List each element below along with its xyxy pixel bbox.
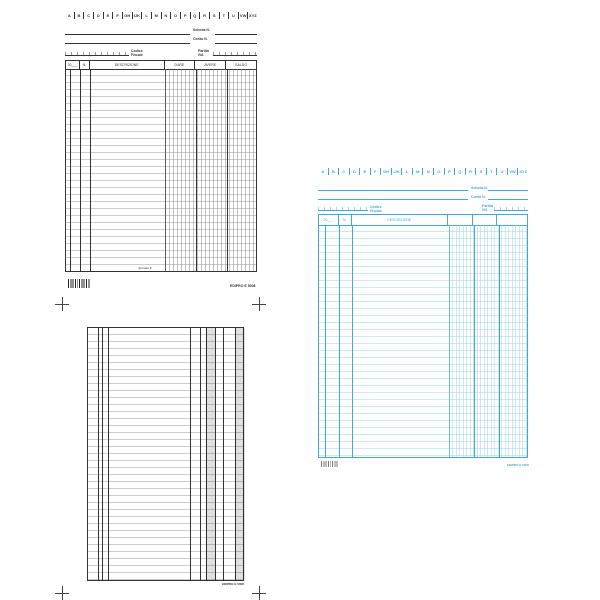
conto-field xyxy=(215,43,257,44)
partita-iva-label: Partita IVA xyxy=(198,49,209,57)
tab-u: U xyxy=(497,168,508,175)
footer-note: riportare € xyxy=(138,266,152,270)
codice-fiscale-boxes xyxy=(65,50,129,56)
col-number-blue: N. xyxy=(339,215,352,225)
tab-l: L xyxy=(142,12,152,19)
partita-iva-boxes xyxy=(213,50,257,56)
tab-n: N xyxy=(423,168,435,175)
tab-c: C xyxy=(84,12,94,19)
ledger-table-blue: 20___ N. DESCRIZIONE xyxy=(318,214,528,458)
scheda-line xyxy=(65,34,190,35)
tab-b: B xyxy=(329,168,340,175)
codice-fiscale-label-blue: Codice Fiscale xyxy=(370,205,382,213)
ledger-form-back xyxy=(87,327,245,581)
tab-vw: VW xyxy=(508,168,519,175)
tab-m: M xyxy=(413,168,424,175)
tab-vw: VW xyxy=(239,12,249,19)
tab-a: A xyxy=(318,168,329,175)
tab-b: B xyxy=(75,12,85,19)
tab-l: L xyxy=(402,168,413,175)
conto-label-blue: Conto N. xyxy=(471,195,486,199)
table-rows xyxy=(66,69,256,271)
tab-r: R xyxy=(200,12,210,19)
tab-ijk: IJK xyxy=(133,12,143,19)
barcode xyxy=(68,279,90,288)
scheda-label: Scheda N. xyxy=(193,28,210,32)
tab-e: E xyxy=(360,168,371,175)
crop-mark xyxy=(55,586,69,600)
crop-mark xyxy=(252,586,266,600)
scheda-label-blue: Scheda N. xyxy=(471,186,488,190)
partita-iva-label-blue: Partita IVA xyxy=(482,204,493,212)
tab-xyz: XYZ xyxy=(248,13,257,18)
brand-label-blue: EDIPRO E 5008 xyxy=(507,463,529,467)
tab-d: D xyxy=(350,168,361,175)
tab-q: Q xyxy=(191,12,201,19)
tab-f: F xyxy=(113,12,123,19)
tab-f: F xyxy=(371,168,382,175)
tab-t: T xyxy=(487,168,498,175)
brand-label: EDIPRO E 5008 xyxy=(230,284,256,288)
alphabet-tabs-blue: A B C D E F GH IJK L M N O P Q R S T U VW XYZ xyxy=(318,168,528,175)
col-year: 20___ xyxy=(66,61,80,69)
col-description: DESCRIZIONE xyxy=(90,61,165,69)
codice-fiscale-label: Codice Fiscale xyxy=(131,49,143,57)
col-avere: AVERE xyxy=(195,61,227,69)
ledger-form-blue: A B C D E F GH IJK L M N O P Q R S T U VW XYZ Scheda N. Con… xyxy=(318,168,528,458)
tab-c: C xyxy=(339,168,350,175)
tab-d: D xyxy=(94,12,104,19)
col-number: N. xyxy=(80,61,90,69)
tab-xyz: XYZ xyxy=(519,169,528,174)
barcode-blue xyxy=(321,461,339,467)
conto-line xyxy=(65,43,190,44)
tab-t: T xyxy=(220,12,230,19)
tab-o: O xyxy=(171,12,181,19)
tab-gh: GH xyxy=(381,168,392,175)
col-description-blue: DESCRIZIONE xyxy=(352,215,448,225)
tab-a: A xyxy=(65,12,75,19)
ledger-table: 20___ N. DESCRIZIONE DARE AVERE SALDO ri… xyxy=(65,60,257,272)
col-year-blue: 20___ xyxy=(319,215,339,225)
tab-s: S xyxy=(210,12,220,19)
tab-e: E xyxy=(104,12,114,19)
tab-s: S xyxy=(476,168,487,175)
tab-p: P xyxy=(445,168,456,175)
tab-q: Q xyxy=(455,168,466,175)
col-saldo: SALDO xyxy=(235,63,248,67)
col-dare: DARE xyxy=(165,61,196,69)
crop-mark xyxy=(55,297,69,311)
crop-mark xyxy=(252,297,266,311)
tab-n: N xyxy=(162,12,172,19)
scheda-field xyxy=(215,34,257,35)
tab-u: U xyxy=(229,12,239,19)
tab-ijk: IJK xyxy=(392,168,403,175)
conto-label: Conto N. xyxy=(193,37,208,41)
tab-m: M xyxy=(152,12,162,19)
tab-o: O xyxy=(434,168,445,175)
tab-gh: GH xyxy=(123,12,133,19)
ledger-form-front: A B C D E F GH IJK L M N O P Q R S T U VW XYZ Scheda N. Con… xyxy=(65,10,257,272)
brand-label-back: EDIPRO E 5008 xyxy=(222,582,244,586)
tab-r: R xyxy=(466,168,477,175)
tab-p: P xyxy=(181,12,191,19)
alphabet-tabs: A B C D E F GH IJK L M N O P Q R S T U VW XYZ xyxy=(65,12,257,19)
